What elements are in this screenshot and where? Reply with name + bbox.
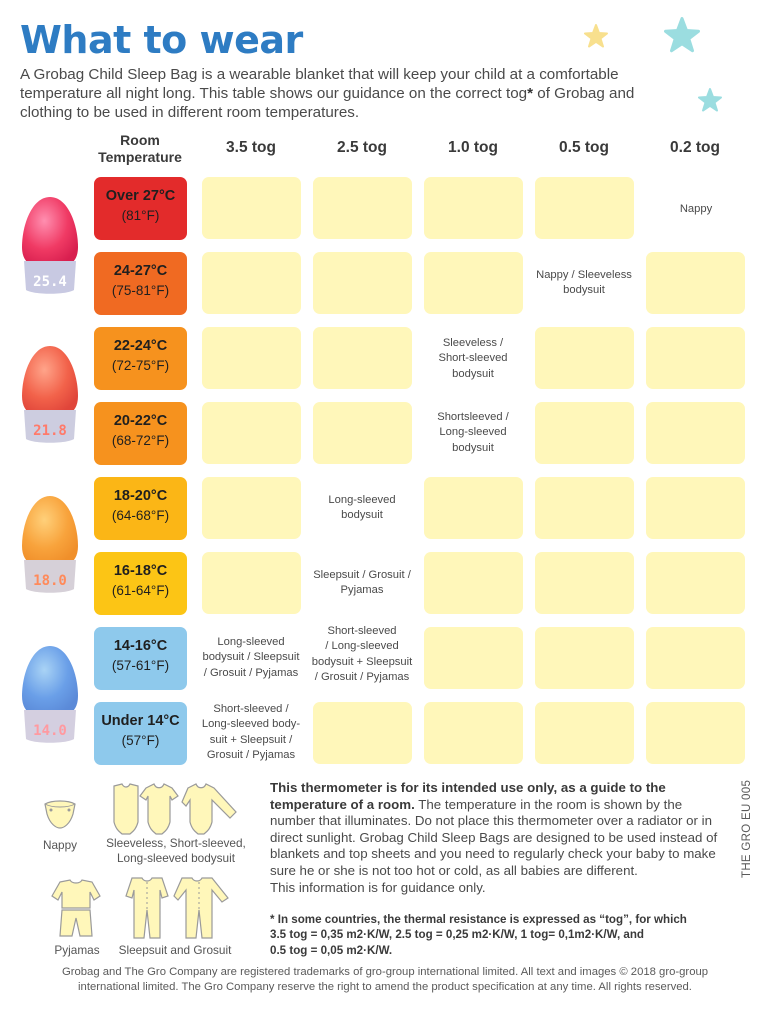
clothing-recommendation: Short-sleeved / Long-sleeved bodysuit + Sl… [311,625,413,684]
tog-cell [535,402,634,464]
bodysuit-label: Sleeveless, Short-sleeved, Long-sleeved b… [106,836,246,865]
tog-cell [535,702,634,764]
egg-thermometer-icon: 21.8 [22,346,78,443]
intro-text: A Grobag Child Sleep Bag is a wearable b… [20,66,635,121]
tog-cell [313,177,412,239]
tog-cell [313,702,412,764]
clothing-recommendation: Long-sleeved bodysuit / Sleepsuit / Grosui… [202,636,300,679]
pyjamas-icon [51,879,101,937]
tog-cell [424,252,523,314]
tog-cell [424,627,523,689]
tog-cell [424,702,523,764]
tog-header: 1.0 tog [448,139,498,156]
star-icon [698,88,722,112]
egg-thermometer-icon: 14.0 [22,646,78,743]
tog-cell [646,477,745,539]
tog-cell [202,477,301,539]
tog-cell [646,702,745,764]
page-title: What to wear [20,18,303,62]
tog-cell [424,477,523,539]
star-icon [664,17,700,53]
tog-cell [535,327,634,389]
egg-display: 14.0 [33,723,67,739]
tog-cell [202,552,301,614]
legal-footer: Grobag and The Gro Company are registere… [61,966,709,993]
tog-cell [535,477,634,539]
tog-cell [202,327,301,389]
egg-thermometer-icon: 25.4 [22,197,78,294]
tog-cell [646,402,745,464]
tog-header: 2.5 tog [337,139,387,156]
egg-display: 18.0 [33,573,67,589]
sleepsuit-label: Sleepsuit and Grosuit [118,943,232,957]
temperature-box: 14-16°C (57-61°F) [94,627,187,690]
clothing-recommendation: Short-sleeved / Long-sleeved body-suit + … [201,703,301,762]
tog-header: 0.5 tog [559,139,609,156]
temperature-box: 20-22°C (68-72°F) [94,402,187,465]
egg-display: 25.4 [33,274,67,290]
clothing-recommendation: Sleepsuit / Grosuit / Pyjamas [313,569,411,597]
safety-notice: This thermometer is for its intended use… [270,780,718,895]
clothing-recommendation: Nappy / Sleeveless bodysuit [536,269,632,297]
nappy-icon [44,800,76,829]
tog-cell [424,552,523,614]
tog-cell [202,402,301,464]
egg-thermometer-icon: 18.0 [22,496,78,593]
tog-cell [202,177,301,239]
nappy-label: Nappy [42,838,78,852]
egg-display: 21.8 [33,423,67,439]
clothing-recommendation: Long-sleeved bodysuit [328,494,396,522]
tog-cell [313,402,412,464]
tog-cell [646,627,745,689]
temperature-box: 24-27°C (75-81°F) [94,252,187,315]
tog-header: 0.2 tog [670,139,720,156]
tog-cell [424,177,523,239]
tog-cell [313,327,412,389]
tog-cell [535,627,634,689]
star-icon [584,24,608,48]
product-code: THE GRO EU 005 [741,779,753,878]
clothing-recommendation: Sleeveless / Short-sleeved bodysuit [438,337,508,380]
bodysuit-icon [113,783,237,835]
tog-cell [646,552,745,614]
clothing-recommendation: Shortsleeved / Long-sleeved bodysuit [437,411,509,454]
tog-cell [646,327,745,389]
tog-cell [535,552,634,614]
tog-cell [646,252,745,314]
temperature-box: 22-24°C (72-75°F) [94,327,187,390]
tog-cell [535,177,634,239]
tog-header: 3.5 tog [226,139,276,156]
temperature-box: 18-20°C (64-68°F) [94,477,187,540]
room-temperature-header: Room Temperature [98,132,182,165]
tog-footnote: * In some countries, the thermal resista… [270,913,687,957]
clothing-recommendation: Nappy [679,203,713,215]
sleepsuit-icon [125,877,229,939]
temperature-box: 16-18°C (61-64°F) [94,552,187,615]
tog-cell [313,252,412,314]
temperature-box: Over 27°C (81°F) [94,177,187,240]
temperature-box: Under 14°C (57°F) [94,702,187,765]
tog-cell [202,252,301,314]
pyjamas-label: Pyjamas [54,943,100,957]
